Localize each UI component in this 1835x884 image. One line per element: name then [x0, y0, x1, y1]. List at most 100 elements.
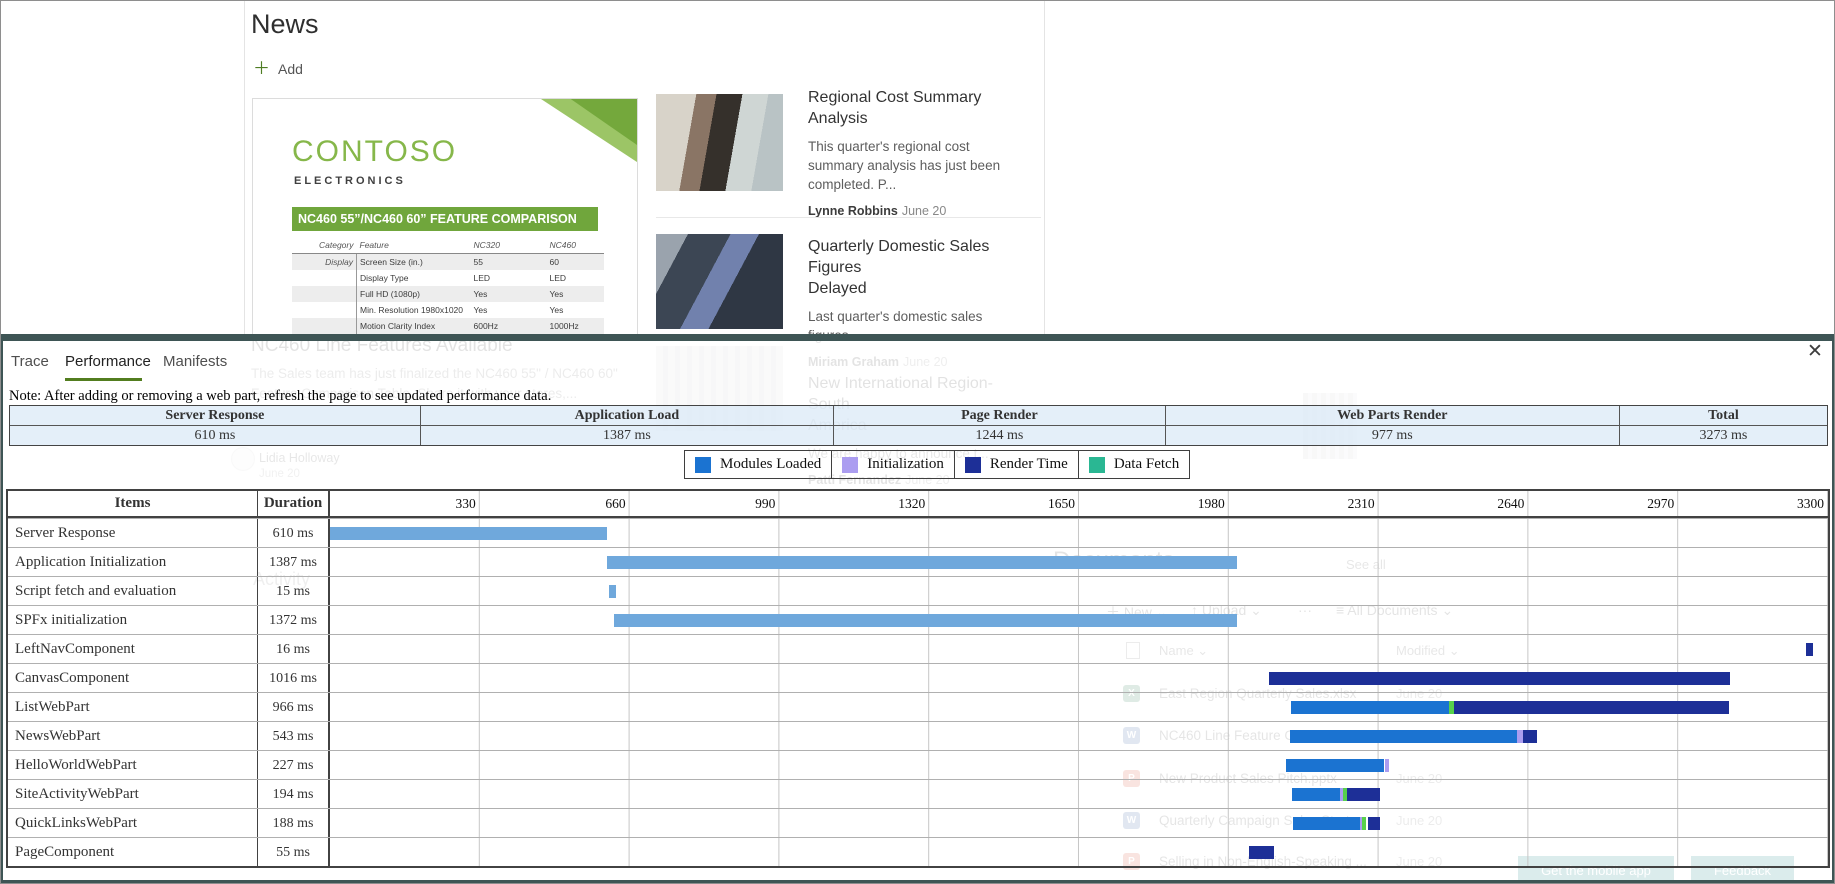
summary-value: 977 ms — [1164, 426, 1619, 445]
gantt-table: Items Duration 330 660 990 1320 1650 1980 2310 26… — [6, 489, 1830, 868]
timeline-gridlines — [330, 491, 1828, 516]
feature-row: Display Type LED LED — [292, 270, 604, 286]
items-header: Items — [8, 491, 258, 516]
gantt-item-duration: 194 ms — [258, 780, 330, 808]
summary-header: Server Response — [165, 408, 265, 423]
gantt-row: LeftNavComponent 16 ms — [8, 634, 1828, 663]
panel-note: Note: After adding or removing a web par… — [9, 388, 552, 404]
legend-swatch — [695, 456, 711, 473]
feature-row: Min. Resolution 1980x1020 Yes Yes — [292, 302, 604, 318]
feature-row: Motion Clarity Index 600Hz 1000Hz — [292, 318, 604, 334]
summary-value: 3273 ms — [1618, 426, 1827, 445]
panel-right-border — [1832, 341, 1834, 883]
close-icon[interactable]: ✕ — [1807, 341, 1823, 362]
legend-item: Initialization — [832, 450, 955, 479]
panel-left-border — [1, 341, 3, 883]
gantt-row: SPFx initialization 1372 ms — [8, 605, 1828, 634]
gantt-row: PageComponent 55 ms — [8, 837, 1828, 866]
timeline-gridlines — [330, 838, 1828, 866]
tab-trace[interactable]: Trace — [11, 353, 49, 370]
legend-item: Data Fetch — [1078, 450, 1191, 479]
axis-tick-label: 1320 — [898, 496, 926, 511]
gantt-bar-init — [1516, 730, 1524, 743]
news-item-description: This quarter's regional cost summary ana… — [808, 139, 1001, 192]
gantt-bar-modules — [1290, 730, 1517, 743]
timeline-gridlines — [330, 809, 1828, 837]
timeline-gridlines — [330, 635, 1828, 663]
legend-swatch — [842, 456, 859, 473]
panel-bottom-border — [1, 880, 1834, 883]
gantt-bar-init — [1359, 817, 1363, 830]
summary-value: 1244 ms — [833, 426, 1165, 445]
gantt-item-name: Server Response — [8, 519, 258, 547]
legend-item: Modules Loaded — [684, 450, 833, 479]
gantt-row: Server Response 610 ms — [8, 518, 1828, 547]
gantt-item-duration: 610 ms — [258, 519, 330, 547]
gantt-item-name: QuickLinksWebPart — [8, 809, 258, 837]
gantt-bar-render — [1454, 701, 1730, 714]
gantt-row: SiteActivityWebPart 194 ms — [8, 779, 1828, 808]
axis-tick-label: 2310 — [1347, 496, 1375, 511]
contoso-sublogo: ELECTRONICS — [294, 175, 406, 187]
gantt-row: ListWebPart 966 ms — [8, 692, 1828, 721]
axis-tick-label: 1650 — [1047, 496, 1075, 511]
timeline-gridlines — [330, 780, 1828, 808]
gantt-bar-load — [609, 585, 616, 598]
legend-swatch — [1088, 456, 1105, 473]
timeline-gridlines — [330, 577, 1828, 605]
news-thumbnail-2[interactable] — [656, 234, 783, 329]
gantt-row: QuickLinksWebPart 188 ms — [8, 808, 1828, 837]
gantt-bar-render — [1523, 730, 1537, 743]
tab-manifests[interactable]: Manifests — [163, 353, 228, 370]
gantt-row: HelloWorldWebPart 227 ms — [8, 750, 1828, 779]
gantt-item-duration: 55 ms — [258, 838, 330, 866]
news-item-byline: Lynne Robbins June 20 — [808, 204, 947, 218]
gantt-bar-render — [1249, 846, 1275, 859]
add-news-button[interactable]: ＋ Add — [253, 59, 303, 78]
gantt-bar-render — [1268, 672, 1730, 685]
gantt-item-name: NewsWebPart — [8, 722, 258, 750]
news-hero-card[interactable]: CONTOSO ELECTRONICS NC460 55”/NC460 60” … — [252, 98, 638, 340]
gantt-bar-load — [330, 527, 607, 540]
legend-label: Render Time — [989, 456, 1068, 472]
gantt-item-name: PageComponent — [8, 838, 258, 866]
gantt-item-name: LeftNavComponent — [8, 635, 258, 663]
duration-header: Duration — [258, 491, 330, 516]
axis-tick-label: 990 — [755, 496, 776, 511]
gantt-item-duration: 16 ms — [258, 635, 330, 663]
feature-comparison-banner: NC460 55”/NC460 60” FEATURE COMPARISON — [292, 207, 598, 231]
gantt-row: CanvasComponent 1016 ms — [8, 663, 1828, 692]
summary-header: Page Render — [833, 406, 1165, 425]
axis-tick-label: 3300 — [1796, 496, 1824, 511]
gantt-bar-fetch — [1343, 788, 1347, 801]
column-divider — [1044, 1, 1045, 334]
legend-label: Data Fetch — [1113, 456, 1180, 472]
feature-comparison-table: Category Feature NC320 NC460 Display Screen S… — [292, 237, 604, 334]
news-item-title[interactable]: Regional Cost Summary Analysis — [808, 89, 982, 127]
axis-tick-label: 330 — [455, 496, 476, 511]
gantt-bar-modules — [1292, 817, 1360, 830]
gantt-item-name: HelloWorldWebPart — [8, 751, 258, 779]
gantt-bar-render — [1346, 788, 1380, 801]
news-items-divider — [656, 217, 1041, 218]
gantt-bar-render — [1367, 817, 1380, 830]
news-item-title[interactable]: Quarterly Domestic Sales Figures Delayed — [808, 238, 990, 297]
news-thumbnail-1[interactable] — [656, 94, 783, 191]
gantt-item-name: SiteActivityWebPart — [8, 780, 258, 808]
news-item-1[interactable]: Regional Cost Summary Analysis This quar… — [808, 87, 1028, 218]
gantt-bar-modules — [1291, 788, 1341, 801]
gantt-bar-load — [613, 614, 1237, 627]
summary-header: Web Parts Render — [1164, 406, 1619, 425]
summary-header: Total — [1618, 406, 1827, 425]
contoso-logo: CONTOSO — [292, 135, 458, 168]
panel-top-border[interactable] — [1, 334, 1834, 341]
summary-value: 1387 ms — [419, 426, 833, 445]
timeline-gridlines — [330, 722, 1828, 750]
legend-item: Render Time — [954, 450, 1079, 479]
gantt-bar-fetch — [1449, 701, 1455, 714]
tab-performance[interactable]: Performance — [65, 353, 151, 370]
gantt-item-name: CanvasComponent — [8, 664, 258, 692]
gantt-item-duration: 966 ms — [258, 693, 330, 721]
